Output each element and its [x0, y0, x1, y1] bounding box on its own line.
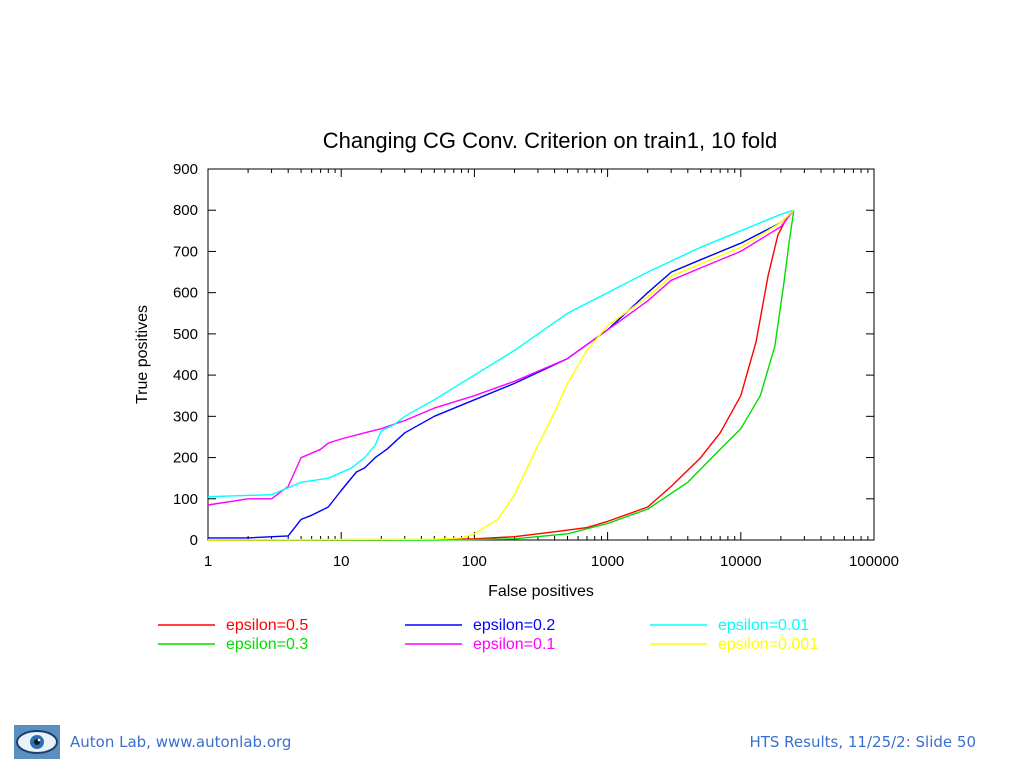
roc-chart: Changing CG Conv. Criterion on train1, 1…: [134, 128, 899, 653]
series-line: [208, 209, 795, 541]
series-line: [208, 210, 795, 541]
y-tick-label: 900: [173, 161, 198, 178]
legend-label: epsilon=0.01: [718, 617, 809, 634]
series-line: [207, 209, 795, 506]
y-tick-label: 400: [173, 367, 198, 384]
legend-label: epsilon=0.001: [718, 636, 818, 653]
y-tick-label: 600: [173, 285, 198, 302]
x-tick-label: 100: [462, 553, 487, 570]
series-line: [207, 209, 795, 541]
chart-panel: Changing CG Conv. Criterion on train1, 1…: [120, 112, 902, 660]
legend-label: epsilon=0.2: [473, 617, 555, 634]
y-tick-label: 100: [173, 491, 198, 508]
series-line: [208, 209, 795, 539]
y-tick-label: 800: [173, 202, 198, 219]
y-tick-label: 200: [173, 450, 198, 467]
legend-label: epsilon=0.3: [226, 636, 308, 653]
chart-title: Changing CG Conv. Criterion on train1, 1…: [323, 128, 778, 153]
series-line: [207, 209, 795, 498]
x-tick-label: 1: [204, 553, 212, 570]
x-tick-label: 10000: [720, 553, 762, 570]
x-tick-label: 100000: [849, 553, 899, 570]
footer-site-text[interactable]: Auton Lab, www.autonlab.org: [70, 733, 292, 751]
legend-label: epsilon=0.1: [473, 636, 555, 653]
x-axis-label: False positives: [488, 583, 594, 600]
y-tick-label: 700: [173, 243, 198, 260]
y-tick-label: 300: [173, 408, 198, 425]
plot-frame: [207, 168, 875, 541]
y-tick-label: 0: [190, 532, 198, 549]
footer-left: Auton Lab, www.autonlab.org: [14, 724, 291, 760]
y-axis-label: True positives: [134, 305, 151, 404]
y-tick-label: 500: [173, 326, 198, 343]
footer-slide-info: HTS Results, 11/25/2: Slide 50: [749, 733, 976, 751]
legend-label: epsilon=0.5: [226, 617, 308, 634]
eye-logo-icon: [14, 725, 60, 759]
x-tick-label: 1000: [591, 553, 624, 570]
x-tick-label: 10: [333, 553, 350, 570]
